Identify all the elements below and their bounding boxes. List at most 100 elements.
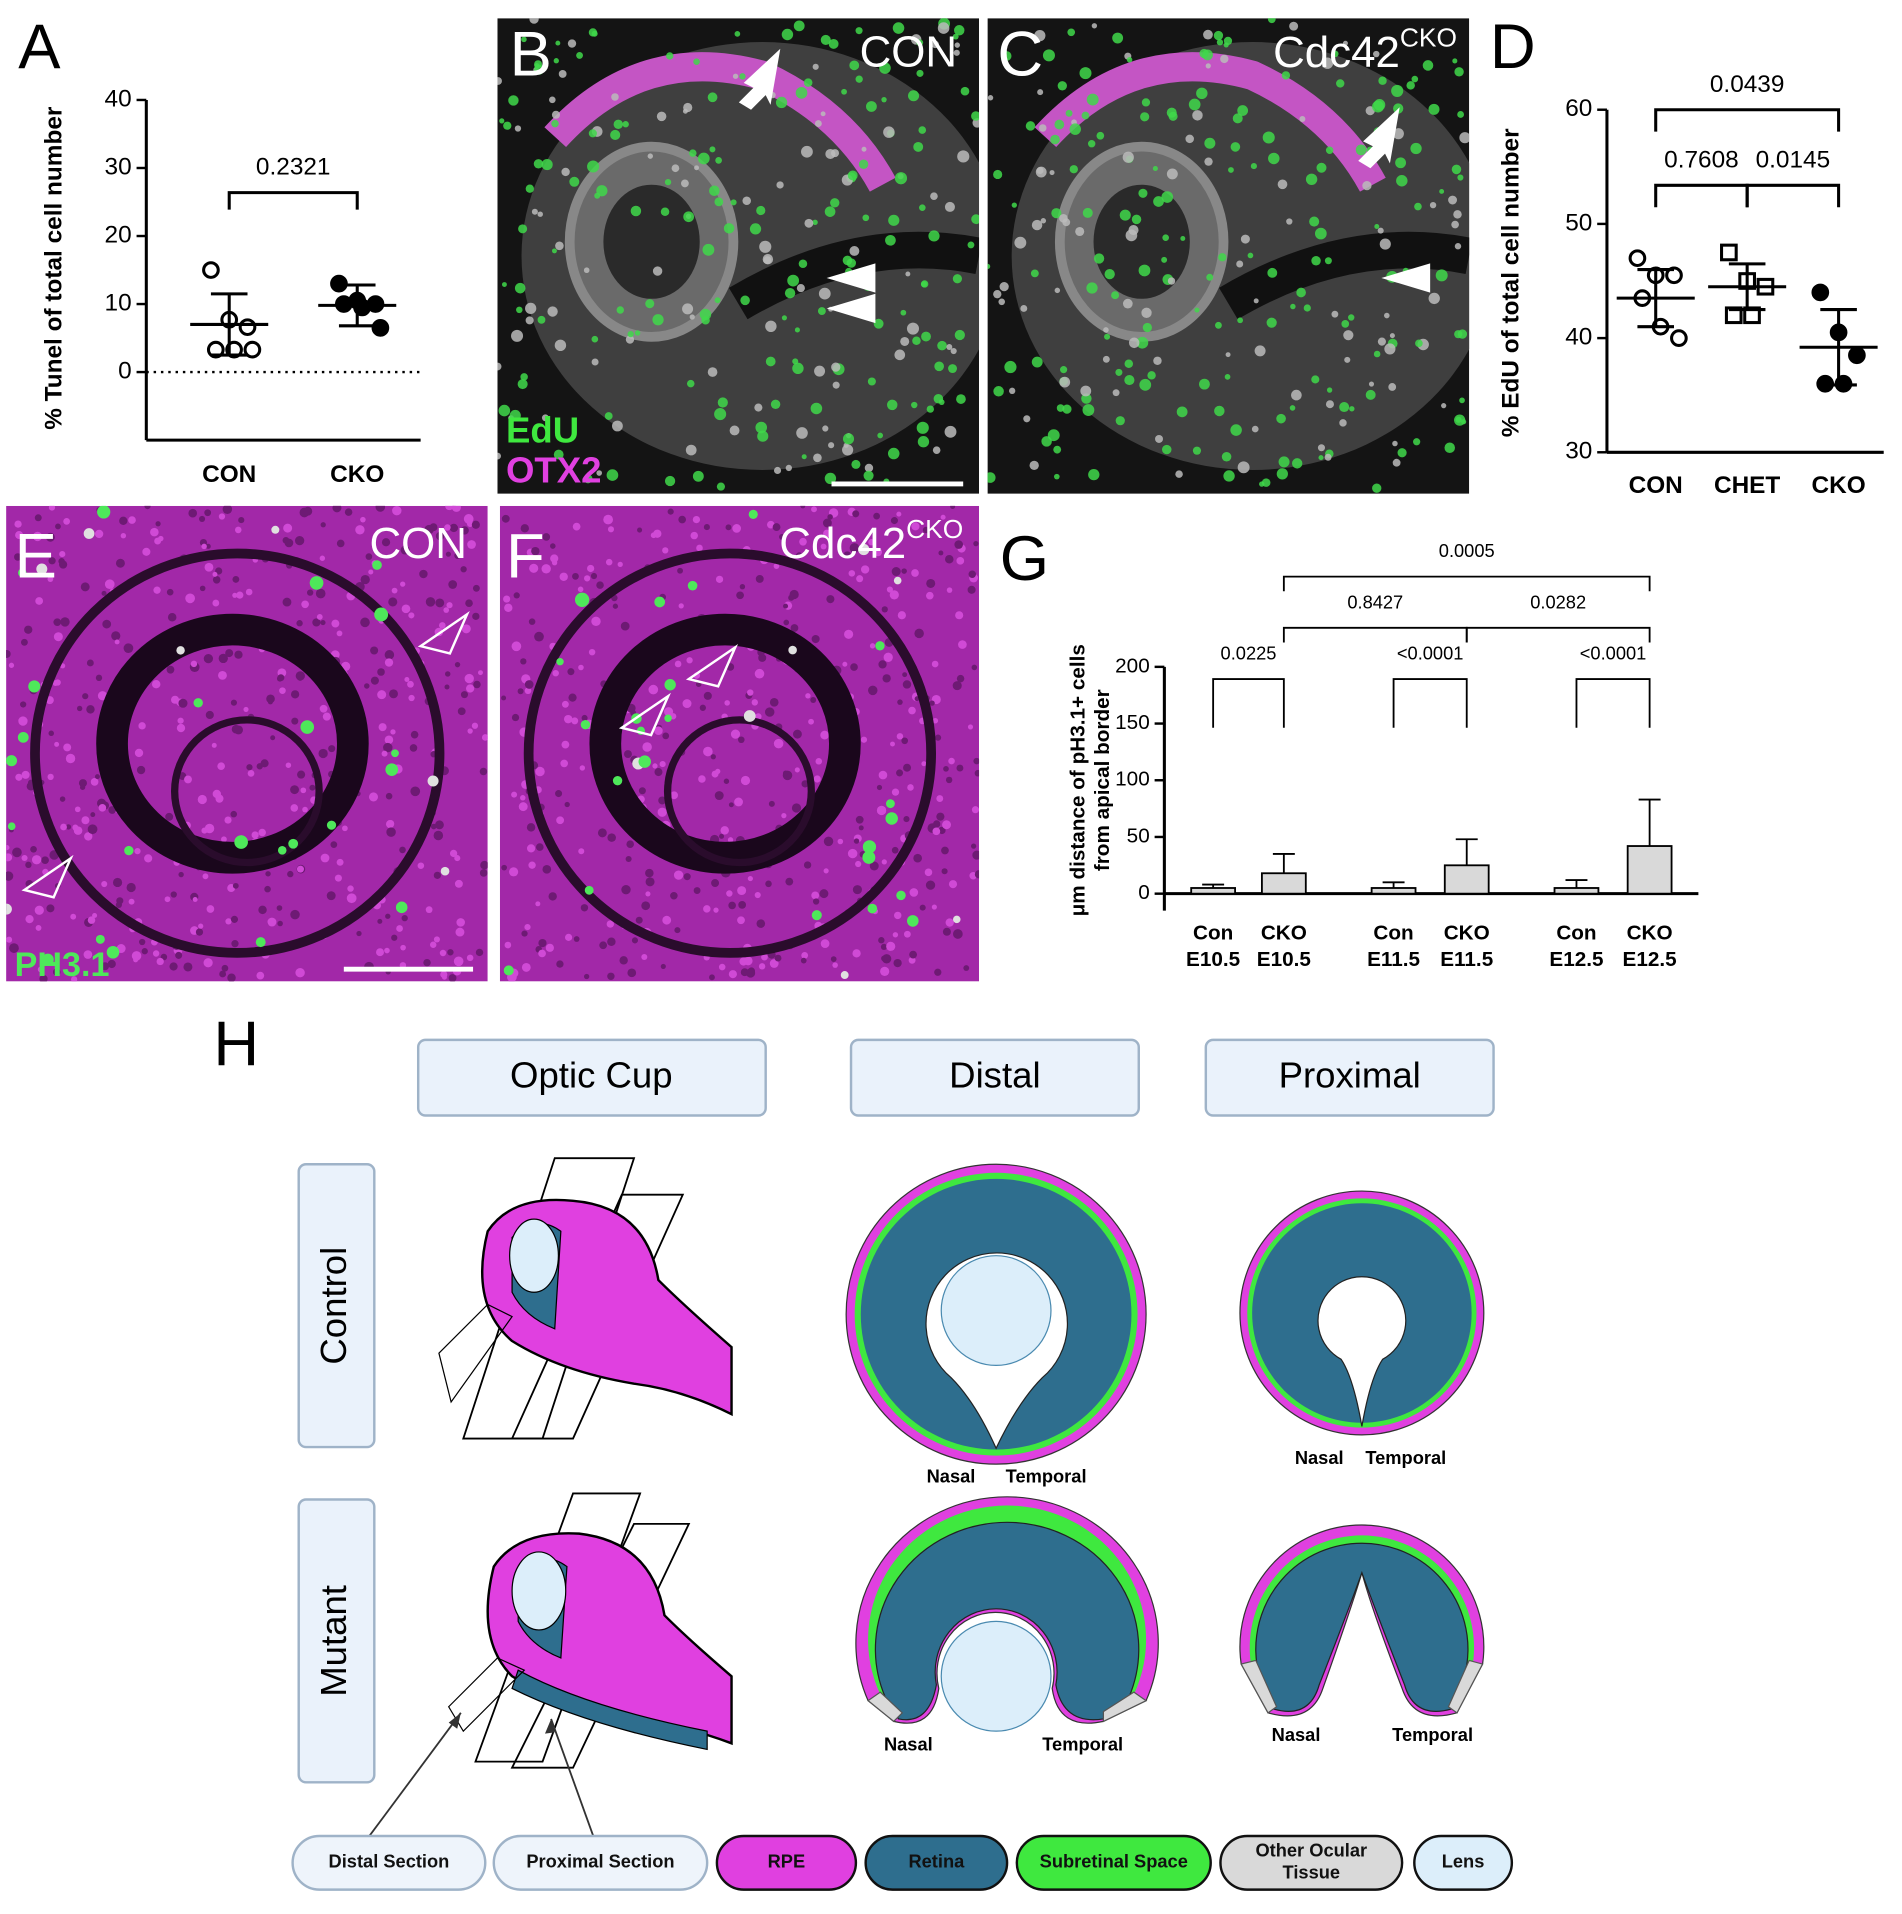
nucleus	[892, 932, 899, 938]
x-tick-label: CKO	[1627, 921, 1673, 944]
ph3-cell	[748, 509, 758, 519]
cell	[814, 365, 826, 377]
cell	[1180, 235, 1186, 241]
nucleus	[144, 505, 151, 510]
nucleus	[119, 516, 128, 526]
nucleus	[645, 877, 655, 887]
nucleus	[95, 674, 103, 682]
x-tick-group: E12.5	[1623, 948, 1677, 971]
nucleus	[41, 856, 49, 865]
nucleus	[755, 574, 764, 583]
nucleus	[782, 770, 789, 776]
cell	[775, 96, 788, 109]
nucleus	[662, 915, 672, 925]
cell	[932, 446, 941, 454]
nucleus	[297, 770, 306, 779]
nucleus	[389, 689, 398, 699]
nucleus	[475, 948, 484, 957]
nucleus	[878, 770, 888, 780]
nucleus	[518, 802, 528, 812]
nucleus	[48, 730, 54, 737]
cell	[1236, 260, 1244, 268]
cell	[916, 69, 924, 77]
cell	[913, 141, 924, 152]
cell	[781, 315, 787, 321]
cell	[792, 358, 799, 365]
cell	[683, 211, 695, 223]
header-box	[1204, 1038, 1495, 1117]
p-value: <0.0001	[1580, 642, 1647, 663]
nucleus	[368, 569, 374, 575]
cell	[905, 271, 911, 277]
nucleus	[827, 514, 833, 520]
optic-cup-control	[438, 1157, 733, 1440]
nucleus	[891, 788, 900, 796]
nucleus	[264, 885, 271, 893]
nucleus	[967, 585, 976, 594]
cell	[1316, 162, 1327, 173]
cell	[508, 95, 519, 106]
nucleus	[556, 816, 565, 825]
cell	[1444, 442, 1456, 454]
nucleus	[938, 826, 946, 835]
nucleus	[950, 505, 956, 509]
nucleus	[285, 762, 292, 768]
nucleus	[893, 958, 902, 968]
ph3-cell	[654, 596, 666, 608]
cell	[567, 39, 577, 48]
cell	[1318, 455, 1324, 461]
cell	[1204, 157, 1213, 166]
nucleus	[860, 565, 870, 574]
nucleus	[24, 625, 33, 634]
nucleus	[178, 698, 188, 708]
cell	[1429, 201, 1437, 209]
nucleus	[627, 968, 637, 978]
legend-swatch	[1015, 1834, 1212, 1891]
nucleus	[658, 796, 667, 805]
nucleus	[667, 508, 674, 515]
nucleus	[913, 853, 922, 863]
ph3-cell	[580, 719, 591, 730]
cell	[887, 447, 900, 460]
nucleus	[663, 707, 674, 717]
cell	[1192, 446, 1202, 455]
cell	[717, 397, 728, 408]
cell	[1277, 179, 1288, 190]
p-value: <0.0001	[1397, 642, 1464, 663]
nucleus	[246, 764, 253, 771]
ph3-cell	[556, 658, 564, 666]
nucleus	[381, 538, 391, 547]
nucleus	[115, 558, 125, 568]
y-tick-label: 40	[1565, 324, 1592, 351]
cell	[569, 176, 580, 187]
cell	[841, 88, 847, 95]
cell	[525, 184, 535, 193]
nucleus	[471, 520, 480, 529]
significance-bracket	[227, 191, 359, 210]
cell	[1415, 339, 1423, 348]
nucleus	[734, 797, 743, 807]
nucleus	[758, 963, 766, 970]
cell	[1311, 375, 1320, 384]
arrow	[738, 48, 781, 110]
nucleus	[445, 671, 451, 677]
nucleus	[48, 557, 56, 565]
nucleus	[98, 804, 107, 812]
nucleus	[724, 700, 730, 706]
p-value: 0.0439	[1710, 71, 1785, 98]
cell	[1266, 317, 1277, 328]
error-bar	[1565, 879, 1588, 888]
cell	[1278, 456, 1290, 468]
cell	[828, 442, 835, 449]
p-value: 0.2321	[256, 154, 331, 181]
cell	[952, 274, 962, 284]
nucleus	[607, 526, 615, 533]
side-label: Nasal	[1272, 1724, 1321, 1745]
nucleus	[638, 787, 646, 795]
nucleus	[852, 885, 862, 895]
nucleus	[856, 575, 864, 583]
nucleus	[881, 859, 887, 865]
nucleus	[224, 816, 232, 824]
nucleus	[756, 919, 766, 928]
